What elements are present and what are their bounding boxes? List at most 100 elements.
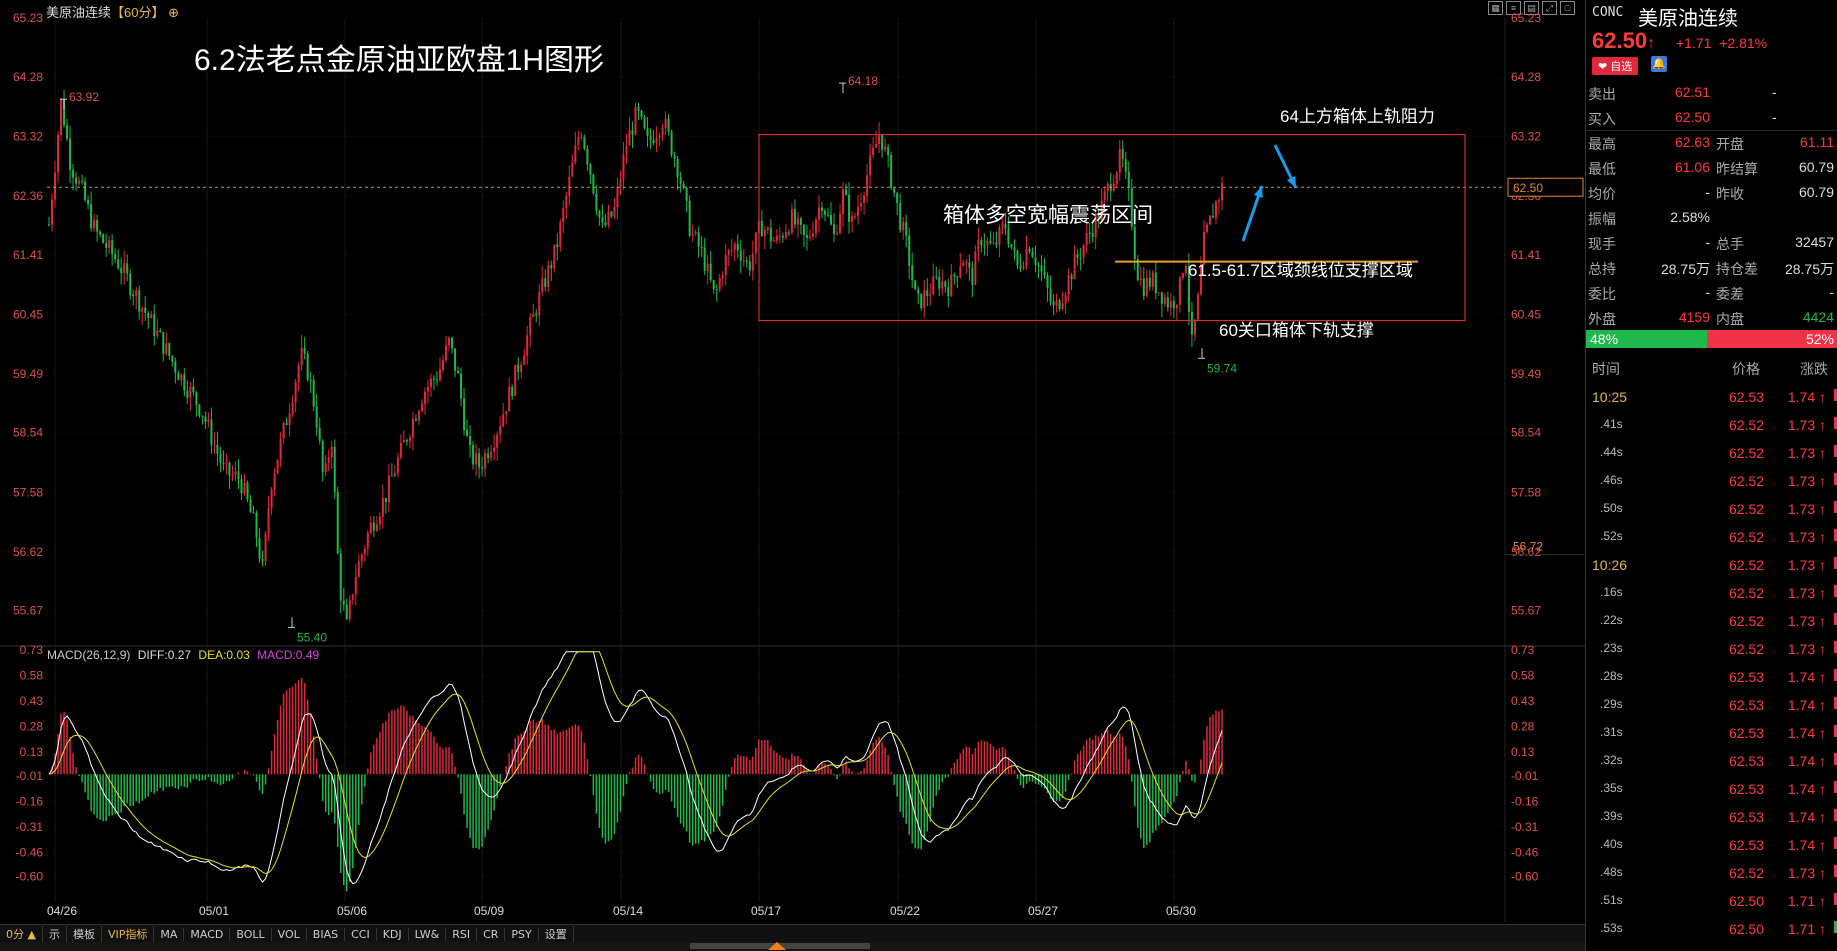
candle-body	[607, 211, 610, 226]
candle-body	[751, 253, 754, 271]
quote-label-2: 委差	[1716, 286, 1744, 302]
candle-body	[189, 386, 192, 398]
grid-icon[interactable]: ▦	[1488, 1, 1503, 15]
candle-body	[826, 214, 829, 216]
candle-body	[1055, 300, 1058, 306]
bell-icon[interactable]: 🔔	[1651, 56, 1667, 72]
candle-body	[628, 130, 631, 146]
quote-sidebar: CONC 美原油连续 62.50↑ +1.71 +2.81% ❤ 自选 🔔 卖出…	[1585, 0, 1837, 951]
tick-row: .16s 62.52 1.73 ↑	[1586, 579, 1837, 607]
candle-body	[448, 337, 451, 346]
candle-body	[1196, 294, 1199, 320]
period-label[interactable]: 【60分】	[111, 5, 165, 20]
candle-body	[162, 332, 165, 354]
instrument-name: 美原油连续	[46, 5, 112, 20]
candle-body	[559, 222, 562, 248]
macd-tick-left: -0.60	[16, 869, 44, 883]
indicator-tab[interactable]: 模板	[67, 926, 102, 942]
candle-body	[760, 220, 763, 237]
current-price-box	[1507, 177, 1584, 197]
candle-body	[429, 378, 432, 387]
candle-body	[288, 413, 291, 425]
candle-body	[138, 290, 141, 312]
candle-body	[258, 538, 261, 559]
candle-body	[526, 335, 529, 356]
candle-body	[866, 175, 869, 196]
candle-body	[360, 554, 363, 562]
fit-icon[interactable]: ⤢	[1542, 1, 1557, 15]
tick-price: 62.50	[1728, 921, 1764, 937]
candle-body	[141, 307, 144, 312]
price-tick-right: 59.49	[1511, 367, 1541, 381]
candle-body	[742, 260, 745, 262]
quote-label-2: 开盘	[1716, 136, 1744, 152]
indicator-tab[interactable]: LW&	[409, 927, 447, 941]
macd-tick-left: -0.16	[16, 795, 44, 809]
candle-body	[1088, 232, 1091, 234]
candle-body	[177, 372, 180, 381]
indicator-tab[interactable]: PSY	[505, 927, 539, 941]
candle-body	[222, 462, 225, 464]
candle-body	[493, 447, 496, 452]
tick-time: .51s	[1600, 893, 1623, 907]
tick-time: .50s	[1600, 501, 1623, 515]
candle-body	[790, 209, 793, 233]
expand-icon[interactable]: □	[1560, 1, 1575, 15]
indicator-tab[interactable]: BOLL	[230, 927, 272, 941]
candle-body	[1145, 277, 1148, 296]
indicator-tab[interactable]: 示	[43, 926, 67, 942]
tick-change: 1.71 ↑	[1787, 893, 1826, 909]
candle-body	[1070, 275, 1073, 280]
candle-body	[1025, 248, 1028, 266]
watchlist-button[interactable]: ❤ 自选	[1592, 57, 1639, 75]
indicator-tab[interactable]: CR	[477, 927, 506, 941]
candle-body	[529, 317, 532, 336]
candle-body	[51, 199, 54, 225]
indicator-tab[interactable]: VIP指标	[102, 926, 155, 942]
candle-body	[893, 187, 896, 193]
tick-row: 10:25 62.53 1.74 ↑	[1586, 383, 1837, 411]
tick-time: 10:25	[1592, 389, 1628, 405]
quote-value: -	[1705, 234, 1710, 250]
candle-body	[432, 378, 435, 380]
candle-body	[411, 418, 414, 438]
indicator-tab[interactable]: CCI	[345, 927, 377, 941]
candle-body	[57, 134, 60, 173]
indicator-tab[interactable]: 设置	[539, 926, 574, 942]
indicator-tab[interactable]: VOL	[272, 927, 307, 941]
tick-time: .39s	[1600, 809, 1623, 823]
candle-body	[369, 522, 372, 533]
period-tab[interactable]: 0分 ▲	[0, 926, 43, 942]
tick-time: 10:26	[1592, 557, 1628, 573]
price-tick-left: 58.54	[13, 426, 43, 440]
indicator-tab[interactable]: RSI	[446, 927, 478, 941]
candle-body	[775, 235, 778, 241]
candle-body	[887, 146, 890, 155]
chart-scrollbar[interactable]	[0, 942, 1585, 951]
candle-body	[291, 402, 294, 414]
candle-body	[442, 360, 445, 370]
indicator-tab[interactable]: MACD	[184, 927, 231, 941]
candle-body	[126, 263, 129, 274]
macd-tick-right: -0.01	[1511, 769, 1539, 783]
chart-svg[interactable]: 65.2365.2364.2864.2863.3263.3262.3662.36…	[0, 0, 1585, 924]
candle-body	[204, 416, 207, 422]
candle-body	[805, 234, 808, 239]
candle-body	[1013, 247, 1016, 251]
list-icon[interactable]: ≡	[1506, 1, 1521, 15]
indicator-tab[interactable]: BIAS	[307, 927, 346, 941]
candle-body	[63, 98, 66, 126]
quote-row: 委比 - 委差 -	[1586, 280, 1837, 305]
candle-body	[1049, 288, 1052, 302]
quote-label: 买入	[1588, 111, 1616, 127]
candle-body	[836, 233, 839, 235]
candle-body	[354, 576, 357, 595]
chart-area[interactable]: 美原油连续【60分】 ⊕ ▦ ≡ ▤ ⤢ □ 65.23 65.23 64.28 64…	[0, 0, 1585, 951]
indicator-tab[interactable]: MA	[154, 927, 185, 941]
col-time: 时间	[1592, 361, 1620, 377]
chart-icon[interactable]: ▤	[1524, 1, 1539, 15]
candle-body	[1082, 245, 1085, 258]
settings-icon[interactable]: ⊕	[164, 5, 179, 20]
tick-volume-mark	[1834, 389, 1837, 401]
indicator-tab[interactable]: KDJ	[377, 927, 409, 941]
